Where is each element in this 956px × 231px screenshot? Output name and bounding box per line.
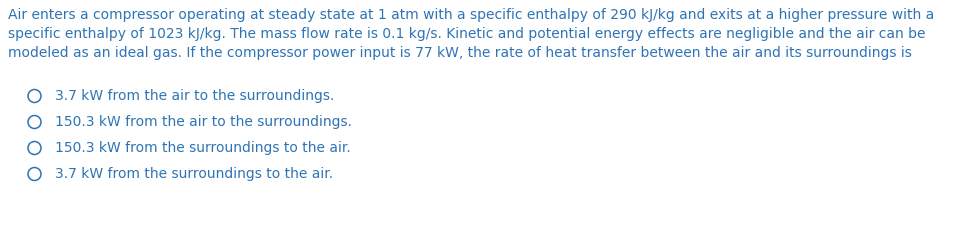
Text: 3.7 kW from the surroundings to the air.: 3.7 kW from the surroundings to the air.	[55, 167, 333, 181]
Text: 3.7 kW from the air to the surroundings.: 3.7 kW from the air to the surroundings.	[55, 89, 335, 103]
Text: modeled as an ideal gas. If the compressor power input is 77 kW, the rate of hea: modeled as an ideal gas. If the compress…	[8, 46, 912, 60]
Text: Air enters a compressor operating at steady state at 1 atm with a specific entha: Air enters a compressor operating at ste…	[8, 8, 934, 22]
Text: 150.3 kW from the surroundings to the air.: 150.3 kW from the surroundings to the ai…	[55, 141, 351, 155]
Text: specific enthalpy of 1023 kJ/kg. The mass flow rate is 0.1 kg/s. Kinetic and pot: specific enthalpy of 1023 kJ/kg. The mas…	[8, 27, 925, 41]
Text: 150.3 kW from the air to the surroundings.: 150.3 kW from the air to the surrounding…	[55, 115, 352, 129]
